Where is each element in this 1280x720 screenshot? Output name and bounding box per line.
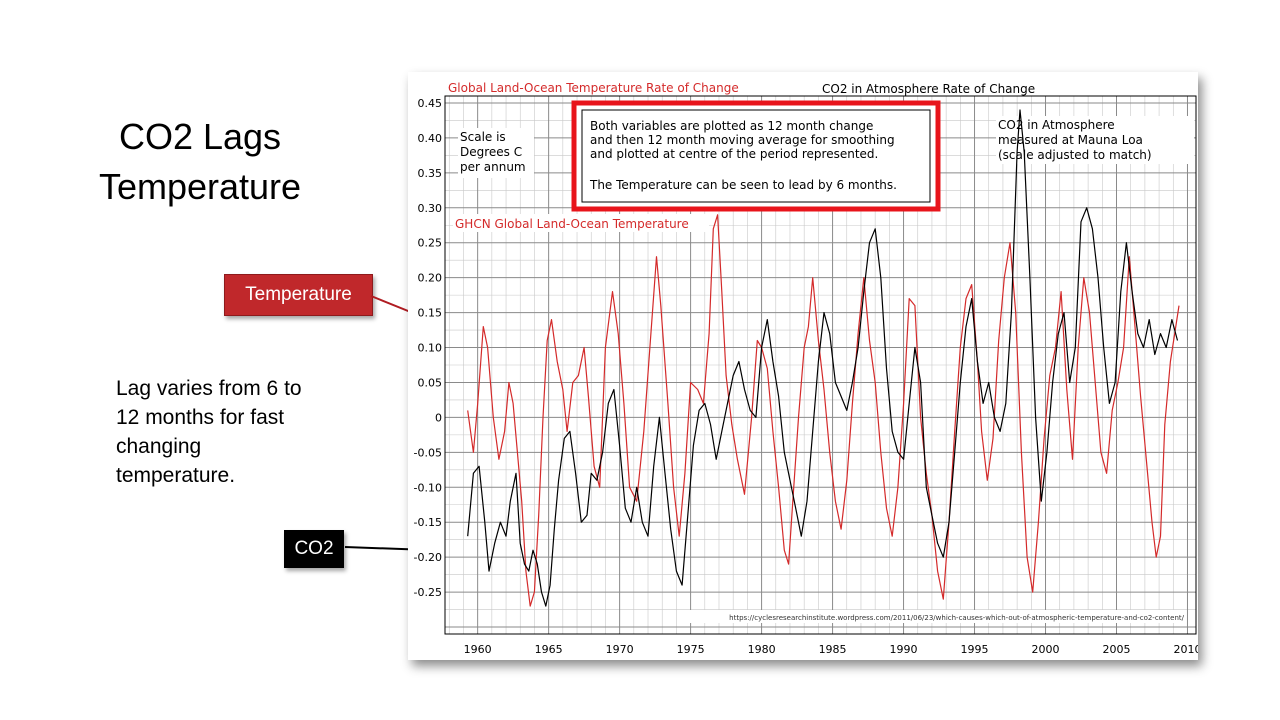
y-tick-label: -0.20 (414, 551, 442, 564)
source-url: https://cyclesresearchinstitute.wordpres… (729, 614, 1184, 622)
x-tick-label: 1985 (819, 643, 847, 656)
y-tick-label: 0.10 (418, 342, 443, 355)
y-tick-label: 0.25 (418, 237, 443, 250)
y-tick-label: 0.35 (418, 167, 443, 180)
x-tick-label: 1975 (677, 643, 705, 656)
y-tick-label: 0.40 (418, 132, 443, 145)
y-tick-label: 0.15 (418, 307, 443, 320)
y-tick-label: 0 (435, 411, 442, 424)
x-axis-ticks: 1960 1965 1970 1975 1980 1985 1990 1995 2000 2005… (464, 643, 1202, 656)
x-tick-label: 2010 (1173, 643, 1198, 656)
y-axis-ticks: 0.45 0.40 0.35 0.30 0.25 0.20 0.15 0.10 0.05 0 -0.… (414, 97, 442, 599)
scale-note-line2: Degrees C (460, 145, 522, 159)
x-tick-label: 1965 (535, 643, 563, 656)
slide-title-line2: Temperature (98, 166, 302, 207)
y-tick-label: 0.30 (418, 202, 443, 215)
chart-title-left: Global Land-Ocean Temperature Rate of Ch… (448, 81, 739, 95)
temperature-label: GHCN Global Land-Ocean Temperature (453, 214, 709, 232)
x-tick-label: 1990 (890, 643, 918, 656)
notice-line2: and then 12 month moving average for smo… (590, 133, 895, 147)
chart-frame: Global Land-Ocean Temperature Rate of Ch… (408, 72, 1202, 660)
scale-note: Scale is Degrees C per annum (458, 128, 534, 178)
x-tick-label: 2000 (1032, 643, 1060, 656)
slide-title: CO2 Lags Temperature (80, 112, 320, 212)
lag-note: Lag varies from 6 to 12 months for fast … (116, 377, 302, 487)
co2-label: CO2 in Atmosphere measured at Mauna Loa … (996, 116, 1194, 164)
chart-title-right: CO2 in Atmosphere Rate of Change (822, 82, 1035, 96)
x-tick-label: 2005 (1102, 643, 1130, 656)
y-tick-label: -0.25 (414, 586, 442, 599)
scale-note-line1: Scale is (460, 130, 506, 144)
x-tick-label: 1970 (606, 643, 634, 656)
x-tick-label: 1960 (464, 643, 492, 656)
y-tick-label: -0.05 (414, 446, 442, 459)
temperature-label-text: GHCN Global Land-Ocean Temperature (455, 217, 689, 231)
x-tick-label: 1980 (748, 643, 776, 656)
co2-label-line2: measured at Mauna Loa (998, 133, 1143, 147)
y-tick-label: 0.45 (418, 97, 443, 110)
co2-series-line (467, 109, 1179, 607)
y-tick-label: -0.15 (414, 516, 442, 529)
notice-line1: Both variables are plotted as 12 month c… (590, 119, 873, 133)
notice-line5: The Temperature can be seen to lead by 6… (589, 178, 897, 192)
co2-callout: CO2 (284, 530, 344, 568)
rate-of-change-chart: Global Land-Ocean Temperature Rate of Ch… (414, 81, 1202, 656)
slide-title-line1: CO2 Lags (118, 116, 282, 157)
temperature-series-line (467, 214, 1180, 607)
notice-box: Both variables are plotted as 12 month c… (571, 100, 941, 212)
co2-label-line3: (scale adjusted to match) (998, 148, 1152, 162)
series-layer (467, 109, 1180, 607)
notice-line3: and plotted at centre of the period repr… (590, 147, 878, 161)
x-tick-label: 1995 (961, 643, 989, 656)
source-note: https://cyclesresearchinstitute.wordpres… (688, 610, 1186, 623)
y-tick-label: -0.10 (414, 481, 442, 494)
y-tick-label: 0.20 (418, 272, 443, 285)
scale-note-line3: per annum (460, 160, 526, 174)
plot-border (444, 95, 1197, 635)
co2-label-line1: CO2 in Atmosphere (998, 118, 1115, 132)
y-tick-label: 0.05 (418, 376, 443, 389)
temperature-callout: Temperature (224, 274, 373, 316)
